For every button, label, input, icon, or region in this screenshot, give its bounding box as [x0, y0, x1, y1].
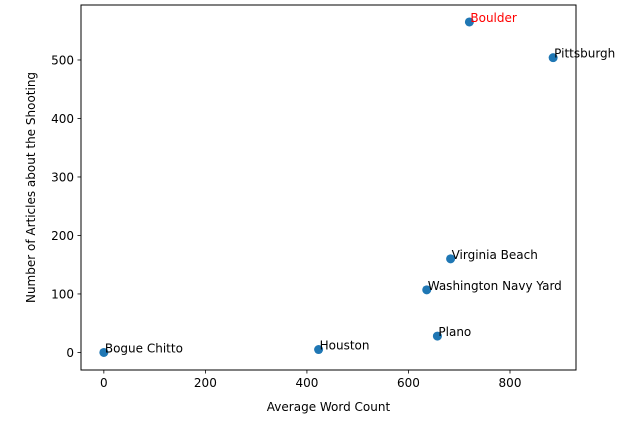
data-point — [464, 17, 474, 27]
data-point — [314, 345, 324, 355]
y-tick-label: 200 — [51, 229, 74, 243]
data-point — [432, 331, 442, 341]
data-point — [548, 53, 558, 63]
y-tick-label: 400 — [51, 112, 74, 126]
y-axis-label: Number of Articles about the Shooting — [24, 72, 38, 303]
data-point — [446, 254, 456, 264]
x-tick-label: 400 — [295, 376, 318, 390]
data-point — [99, 347, 109, 357]
y-tick-label: 500 — [51, 53, 74, 67]
data-point — [422, 285, 432, 295]
y-tick-label: 0 — [66, 346, 74, 360]
plot-frame — [80, 4, 577, 371]
data-points — [99, 17, 558, 357]
x-tick-label: 800 — [499, 376, 522, 390]
x-tick-label: 0 — [100, 376, 108, 390]
point-label: Virginia Beach — [452, 248, 538, 262]
x-axis-ticks: 0 200 400 600 800 — [100, 370, 521, 390]
y-axis-ticks: 0 100 200 300 400 500 — [51, 53, 81, 360]
y-tick-label: 300 — [51, 170, 74, 184]
point-labels: Boulder Pittsburgh Virginia Beach Washingto… — [105, 11, 615, 355]
point-label: Bogue Chitto — [105, 341, 183, 355]
x-axis-label: Average Word Count — [267, 400, 391, 414]
point-label: Houston — [320, 339, 370, 353]
point-label: Boulder — [470, 11, 517, 25]
plot-area — [80, 4, 577, 371]
x-tick-label: 200 — [194, 376, 217, 390]
y-tick-label: 100 — [51, 287, 74, 301]
x-tick-label: 600 — [397, 376, 420, 390]
point-label: Plano — [438, 325, 471, 339]
point-label: Washington Navy Yard — [428, 279, 562, 293]
point-label: Pittsburgh — [554, 47, 615, 61]
